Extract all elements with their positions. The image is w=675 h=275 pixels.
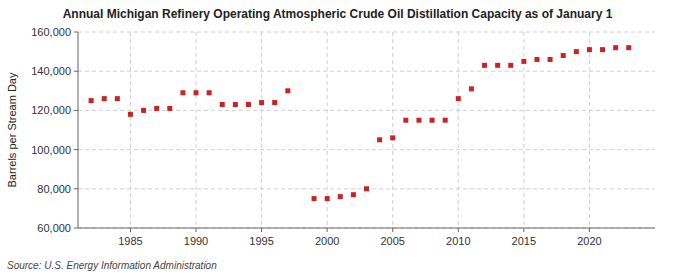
tick-mark [261,228,262,232]
grid-line [130,32,131,228]
point [154,106,159,111]
grid-line [589,32,590,228]
point [364,186,369,191]
point [246,102,251,107]
tick-label: 120,000 [31,104,71,116]
point [351,192,356,197]
point [115,96,120,101]
tick-mark [392,228,393,232]
tick-label: 2005 [380,235,404,247]
tick-label: 2020 [577,235,601,247]
point [534,57,539,62]
grid-line [196,32,197,228]
grid-line [78,32,655,33]
point [259,100,264,105]
grid-line [261,32,262,228]
grid-line [392,32,393,228]
point [338,194,343,199]
point [233,102,238,107]
point [89,98,94,103]
tick-label: 2010 [446,235,470,247]
point [194,90,199,95]
point [587,47,592,52]
tick-label: 60,000 [37,222,71,234]
grid-line [78,110,655,111]
point [220,102,225,107]
tick-mark [74,228,78,229]
point [141,108,146,113]
grid-line [458,32,459,228]
grid [78,32,655,228]
y-axis [78,32,79,228]
x-axis [78,228,655,229]
tick-label: 140,000 [31,65,71,77]
point [508,63,513,68]
point [272,100,277,105]
tick-label: 80,000 [37,183,71,195]
title: Annual Michigan Refinery Operating Atmos… [63,7,613,21]
tick-label: 2000 [315,235,339,247]
point [561,53,566,58]
grid-line [78,149,655,150]
point [469,86,474,91]
point [548,57,553,62]
chart: Annual Michigan Refinery Operating Atmos… [0,0,675,275]
tick-label: 100,000 [31,144,71,156]
tick-mark [458,228,459,232]
point [495,63,500,68]
point [600,47,605,52]
point [430,118,435,123]
tick-label: 2015 [512,235,536,247]
point [167,106,172,111]
point [456,96,461,101]
grid-line [78,71,655,72]
tick-label: 160,000 [31,26,71,38]
point [613,45,618,50]
y-axis-label: Barrels per Stream Day [6,72,18,187]
point [102,96,107,101]
point [207,90,212,95]
tick-mark [74,188,78,189]
tick-mark [74,149,78,150]
point [285,88,290,93]
point [403,118,408,123]
tick-mark [523,228,524,232]
tick-mark [327,228,328,232]
point [574,49,579,54]
tick-mark [589,228,590,232]
tick-label: 1990 [184,235,208,247]
point [128,112,133,117]
tick-mark [196,228,197,232]
tick-mark [130,228,131,232]
point [180,90,185,95]
source: Source: U.S. Energy Information Administ… [7,260,217,271]
tick-mark [74,71,78,72]
point [377,137,382,142]
point [626,45,631,50]
tick-mark [74,32,78,33]
point [325,196,330,201]
point [521,59,526,64]
grid-line [78,228,655,229]
point [390,135,395,140]
tick-label: 1985 [118,235,142,247]
tick-label: 1995 [249,235,273,247]
point [416,118,421,123]
point [312,196,317,201]
tick-mark [74,110,78,111]
point [482,63,487,68]
points [89,45,632,201]
point [443,118,448,123]
